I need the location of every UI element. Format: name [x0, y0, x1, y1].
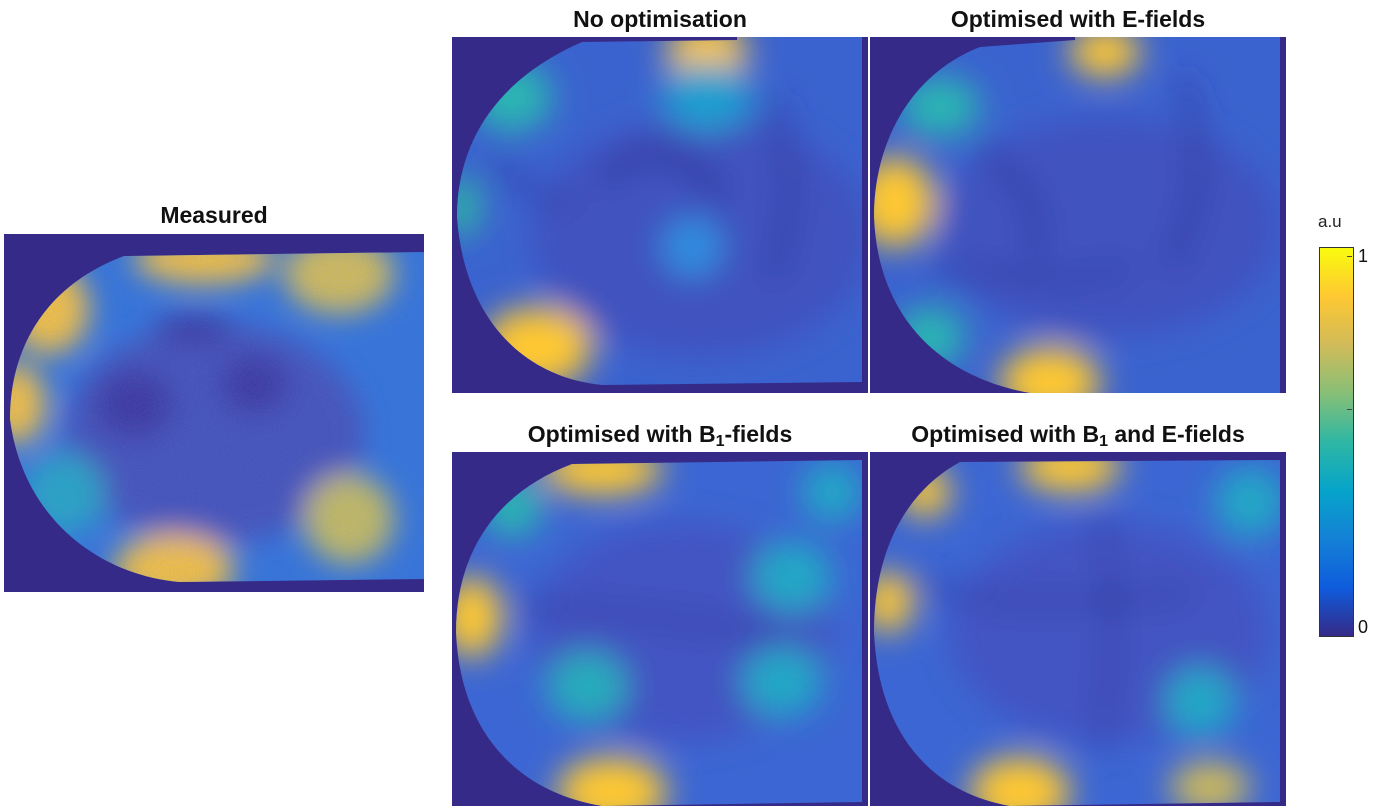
title-b1-pre: Optimised with B	[527, 421, 716, 447]
colorbar-tick-top	[1347, 256, 1352, 257]
panel-optimised-e-fields	[870, 37, 1286, 393]
colorbar	[1319, 247, 1354, 637]
title-b1-post: -fields	[724, 421, 793, 447]
colorbar-max-label: 1	[1358, 246, 1369, 266]
title-optimised-b1-fields: Optimised with B1-fields	[452, 421, 868, 451]
map-optimised-e-fields	[870, 37, 1286, 393]
panel-measured	[4, 234, 424, 592]
title-measured: Measured	[160, 202, 268, 228]
map-measured	[4, 234, 424, 592]
map-no-optimisation	[452, 37, 868, 393]
panel-optimised-b1-and-e-fields	[870, 452, 1286, 806]
title-optimised-b1-and-e-fields: Optimised with B1 and E-fields	[870, 421, 1286, 451]
map-optimised-b1-and-e-fields	[870, 452, 1286, 806]
colorbar-unit-label: a.u	[1318, 212, 1342, 231]
panel-no-optimisation	[452, 37, 868, 393]
title-b1e-pre: Optimised with B	[911, 421, 1100, 447]
title-b1e-post: and E-fields	[1108, 421, 1245, 447]
title-no-optimisation: No optimisation	[573, 6, 747, 32]
title-b1-sub: 1	[715, 433, 725, 450]
colorbar-tick-mid	[1347, 409, 1352, 410]
map-optimised-b1-fields	[452, 452, 868, 806]
title-b1e-sub: 1	[1099, 433, 1108, 450]
panel-optimised-b1-fields	[452, 452, 868, 806]
title-optimised-e-fields: Optimised with E-fields	[950, 6, 1206, 32]
colorbar-min-label: 0	[1358, 617, 1369, 637]
